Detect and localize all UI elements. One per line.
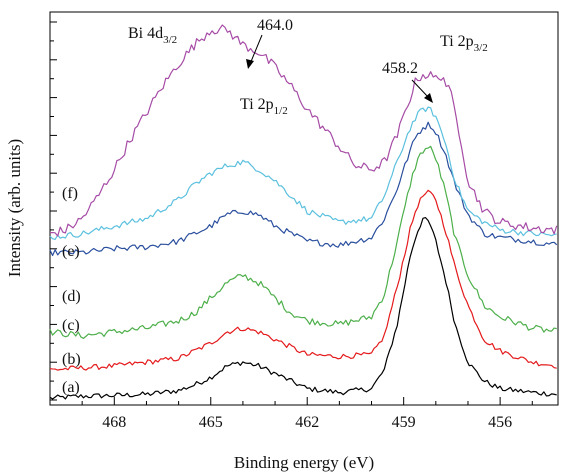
curve-label-d: (d): [62, 288, 81, 305]
series-line-b: [49, 189, 557, 371]
curve-label-a: (a): [62, 379, 80, 396]
x-tick-label: 465: [199, 414, 223, 431]
plot-frame: [49, 11, 559, 406]
annotation-458-arrow-head: [424, 93, 433, 103]
annotation-ti-2p-1-2: Ti 2p1/2: [240, 96, 288, 117]
y-axis-label: Intensity (arb. units): [5, 139, 24, 277]
annotation-458-arrow-line: [411, 79, 430, 99]
series-line-c: [49, 145, 557, 339]
x-tick-label: 456: [488, 414, 512, 431]
series-line-e: [49, 106, 557, 241]
series-line-f: [49, 24, 558, 237]
y-axis-ticks: [50, 21, 57, 401]
x-tick-label: 462: [295, 414, 319, 431]
annotation-464-arrow-line: [249, 34, 263, 65]
annotation-ti-2p-3-2: Ti 2p3/2: [440, 33, 488, 54]
x-tick-label: 459: [392, 414, 416, 431]
curve-label-f: (f): [62, 185, 78, 202]
x-axis-ticks: 468 465 462 459 456: [49, 397, 533, 431]
curve-label-b: (b): [62, 351, 81, 368]
curve-label-c: (c): [62, 317, 80, 334]
x-axis-label: Binding energy (eV): [234, 453, 374, 472]
series-layer: [49, 24, 558, 400]
curve-label-e: (e): [62, 243, 80, 260]
annotation-464-arrow-head: [246, 59, 254, 69]
annotation-bi-4d: Bi 4d3/2: [128, 25, 177, 46]
series-line-d: [49, 121, 558, 257]
annotation-464: 464.0: [257, 17, 293, 34]
annotation-458: 458.2: [382, 60, 418, 77]
series-line-a: [49, 216, 557, 400]
x-tick-label: 468: [102, 414, 126, 431]
